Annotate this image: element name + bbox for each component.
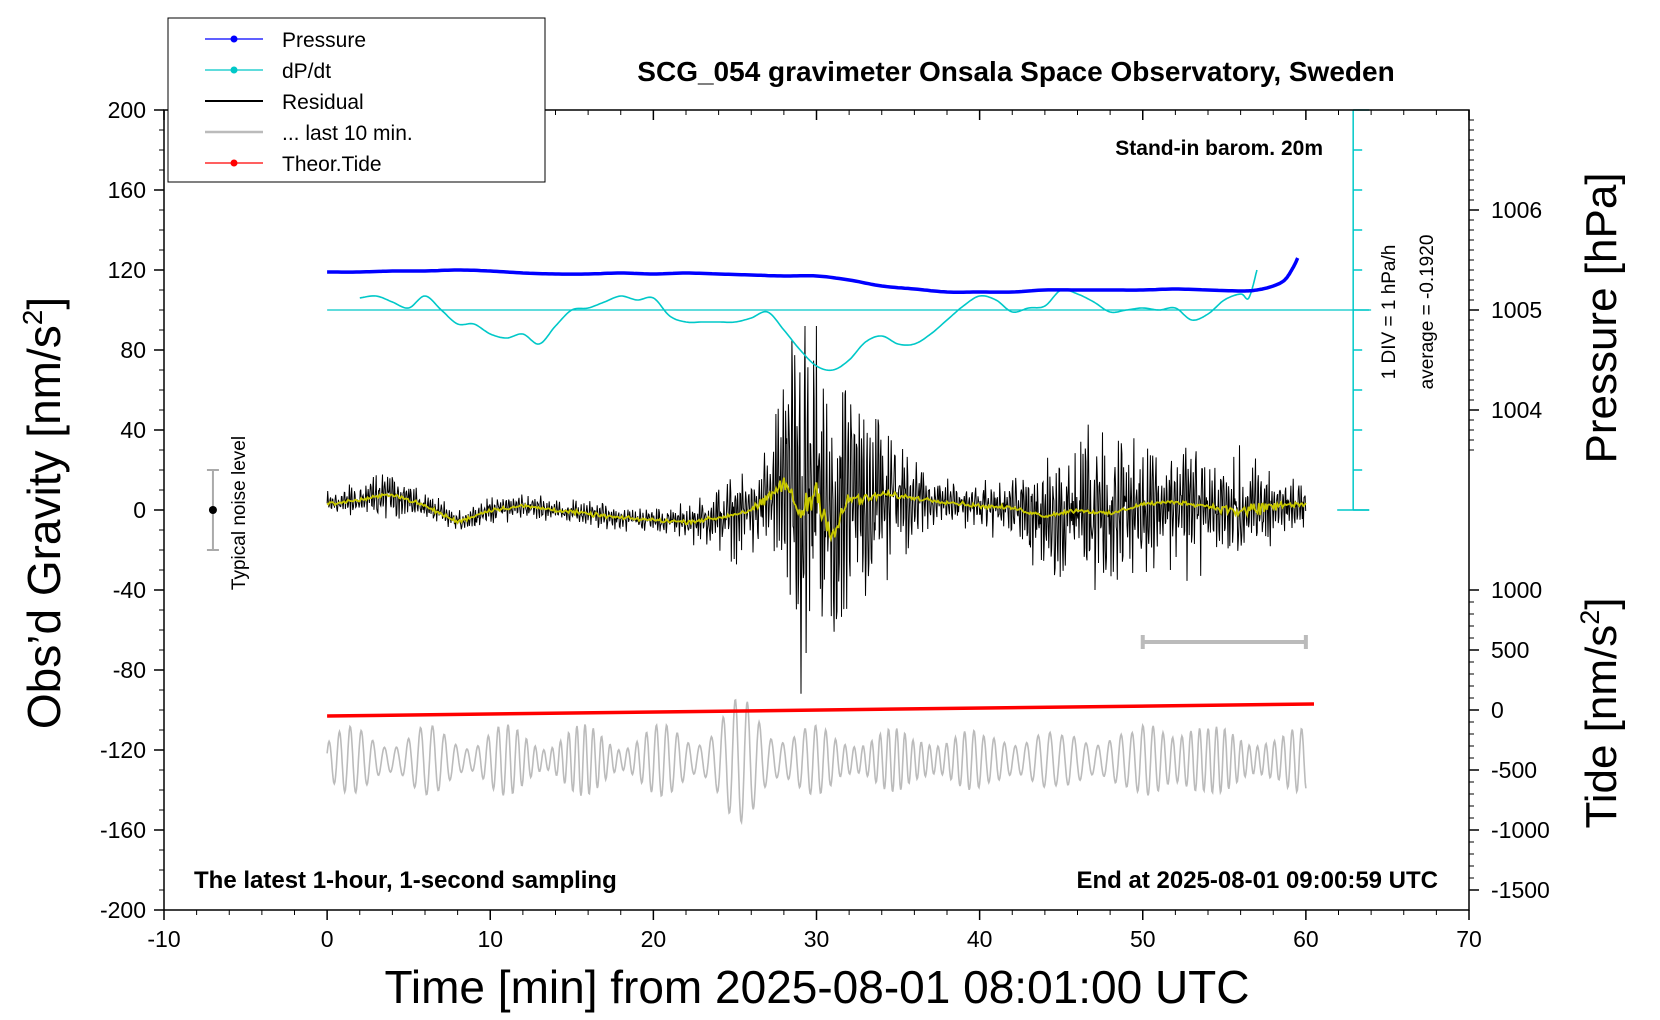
- legend: Pressure dP/dt Residual ... last 10 min.…: [167, 17, 546, 183]
- y-tick-label: -160: [100, 817, 146, 843]
- series-tide-line: [327, 702, 1315, 718]
- tide-tick-label: -1500: [1491, 877, 1550, 903]
- y-tick-label: 120: [108, 257, 146, 283]
- y-tick-label: 80: [120, 337, 146, 363]
- legend-entry-tide: Theor.Tide: [205, 153, 382, 176]
- legend-marker-dpdt: [230, 66, 238, 74]
- y-tick-label: -80: [113, 657, 146, 683]
- y-axis-title-tide-sup: 2: [1575, 610, 1605, 625]
- legend-entry-dpdt: dP/dt: [205, 60, 331, 83]
- series-pressure-line: [327, 257, 1300, 294]
- pressure-tick-label: 1005: [1491, 297, 1542, 323]
- legend-label-pressure: Pressure: [282, 29, 366, 52]
- dpdt-average-note: average = -0.1920: [1417, 235, 1438, 390]
- y-axis-title-gravity-sup: 2: [17, 310, 48, 326]
- x-tick-label: 10: [477, 926, 503, 952]
- x-tick-label: 30: [804, 926, 830, 952]
- legend-entry-last10: ... last 10 min.: [205, 122, 413, 145]
- y-axis-title-pressure: Pressure [hPa]: [1577, 172, 1626, 463]
- noise-level-marker: [208, 506, 217, 514]
- x-tick-label: 20: [641, 926, 667, 952]
- latest-hour-note: The latest 1-hour, 1-second sampling: [194, 867, 617, 894]
- y-tick-label: 40: [120, 417, 146, 443]
- y-tick-label: 200: [108, 97, 146, 123]
- tide-tick-label: -500: [1491, 757, 1537, 783]
- x-axis-title: Time [min] from 2025-08-01 08:01:00 UTC: [385, 961, 1250, 1013]
- legend-entry-residual: Residual: [205, 91, 364, 114]
- legend-marker-tide: [230, 159, 238, 167]
- x-tick-label: 70: [1456, 926, 1482, 952]
- legend-label-last10: ... last 10 min.: [282, 122, 413, 145]
- legend-label-tide: Theor.Tide: [282, 153, 382, 176]
- end-time-note: End at 2025-08-01 09:00:59 UTC: [1077, 867, 1439, 894]
- x-tick-label: 0: [321, 926, 334, 952]
- y-axis-title-tide: Tide [nm/s2]: [1575, 597, 1626, 828]
- legend-label-dpdt: dP/dt: [282, 60, 331, 83]
- plot-frame-layer: -10 0 10 20 30 40 50 60 70 200 160 120 80 40 0 -40 -80 -1…: [100, 97, 1550, 952]
- legend-marker-pressure: [230, 35, 238, 43]
- x-tick-label: 60: [1293, 926, 1319, 952]
- y-tick-label: -200: [100, 897, 146, 923]
- y-tick-label: 160: [108, 177, 146, 203]
- series-residual-line: [326, 325, 1307, 694]
- series-dpdt-line: [359, 269, 1258, 372]
- tide-tick-label: -1000: [1491, 817, 1550, 843]
- y-tick-label: -120: [100, 737, 146, 763]
- series-last10-line: [326, 698, 1307, 826]
- plot-traces-layer: [206, 109, 1372, 826]
- div-scale-note: 1 DIV = 1 hPa/h: [1379, 245, 1400, 380]
- tide-tick-label: 500: [1491, 637, 1529, 663]
- y-axis-title-tide-text: Tide [nm/s: [1577, 625, 1626, 829]
- y-tick-label: -40: [113, 577, 146, 603]
- series-residual-smoothed-line: [326, 477, 1307, 543]
- pressure-tick-label: 1006: [1491, 197, 1542, 223]
- x-tick-label: -10: [147, 926, 180, 952]
- pressure-tick-label: 1004: [1491, 397, 1542, 423]
- tide-tick-label: 1000: [1491, 577, 1542, 603]
- y-axis-title-tide-end: ]: [1577, 597, 1626, 609]
- y-tick-label: 0: [133, 497, 146, 523]
- y-axis-title-gravity-end: ]: [18, 297, 70, 310]
- y-axis-title-gravity-text: Obs’d Gravity [nm/s: [18, 325, 70, 729]
- standin-barometer-note: Stand-in barom. 20m: [1115, 137, 1323, 160]
- chart-title: SCG_054 gravimeter Onsala Space Observat…: [637, 56, 1394, 87]
- noise-level-label: Typical noise level: [229, 436, 250, 590]
- legend-label-residual: Residual: [282, 91, 364, 114]
- y-axis-title-gravity: Obs’d Gravity [nm/s2]: [17, 297, 70, 729]
- x-tick-label: 40: [967, 926, 993, 952]
- legend-entry-pressure: Pressure: [205, 29, 366, 52]
- x-tick-label: 50: [1130, 926, 1156, 952]
- tide-tick-label: 0: [1491, 697, 1504, 723]
